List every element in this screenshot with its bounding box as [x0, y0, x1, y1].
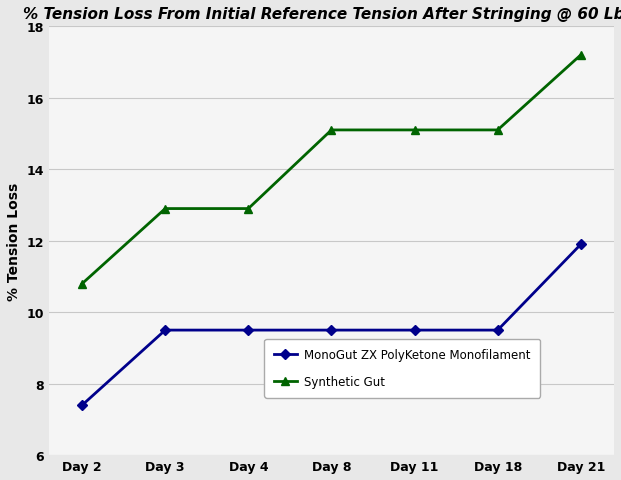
- Synthetic Gut: [494, 128, 501, 133]
- Synthetic Gut: [161, 206, 169, 212]
- MonoGut ZX PolyKetone Monofilament: [494, 327, 501, 333]
- Synthetic Gut: [411, 128, 419, 133]
- Y-axis label: % Tension Loss: % Tension Loss: [7, 182, 21, 300]
- MonoGut ZX PolyKetone Monofilament: [577, 242, 584, 248]
- MonoGut ZX PolyKetone Monofilament: [245, 327, 252, 333]
- MonoGut ZX PolyKetone Monofilament: [411, 327, 419, 333]
- Title: % Tension Loss From Initial Reference Tension After Stringing @ 60 Lbs.: % Tension Loss From Initial Reference Te…: [23, 7, 621, 22]
- MonoGut ZX PolyKetone Monofilament: [161, 327, 169, 333]
- Legend: MonoGut ZX PolyKetone Monofilament, Synthetic Gut: MonoGut ZX PolyKetone Monofilament, Synt…: [265, 339, 540, 398]
- Synthetic Gut: [577, 53, 584, 59]
- Line: Synthetic Gut: Synthetic Gut: [78, 51, 585, 288]
- Line: MonoGut ZX PolyKetone Monofilament: MonoGut ZX PolyKetone Monofilament: [79, 241, 584, 409]
- MonoGut ZX PolyKetone Monofilament: [328, 327, 335, 333]
- Synthetic Gut: [328, 128, 335, 133]
- MonoGut ZX PolyKetone Monofilament: [78, 402, 86, 408]
- Synthetic Gut: [245, 206, 252, 212]
- Synthetic Gut: [78, 281, 86, 287]
